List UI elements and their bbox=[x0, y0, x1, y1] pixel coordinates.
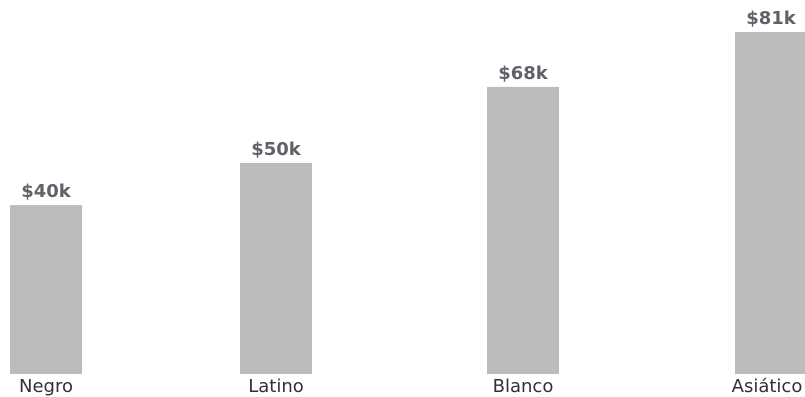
bar-negro bbox=[10, 205, 82, 374]
category-label-asiático: Asiático bbox=[732, 376, 803, 397]
bar-latino bbox=[240, 162, 312, 374]
value-label-negro: $40k bbox=[21, 181, 72, 202]
value-label-asiático: $81k bbox=[746, 8, 797, 29]
value-label-latino: $50k bbox=[251, 139, 302, 160]
value-label-blanco: $68k bbox=[498, 63, 549, 84]
bar-blanco bbox=[487, 86, 559, 374]
category-label-negro: Negro bbox=[19, 376, 73, 397]
category-label-blanco: Blanco bbox=[493, 376, 554, 397]
category-label-latino: Latino bbox=[248, 376, 304, 397]
bar-asiático bbox=[735, 32, 805, 374]
